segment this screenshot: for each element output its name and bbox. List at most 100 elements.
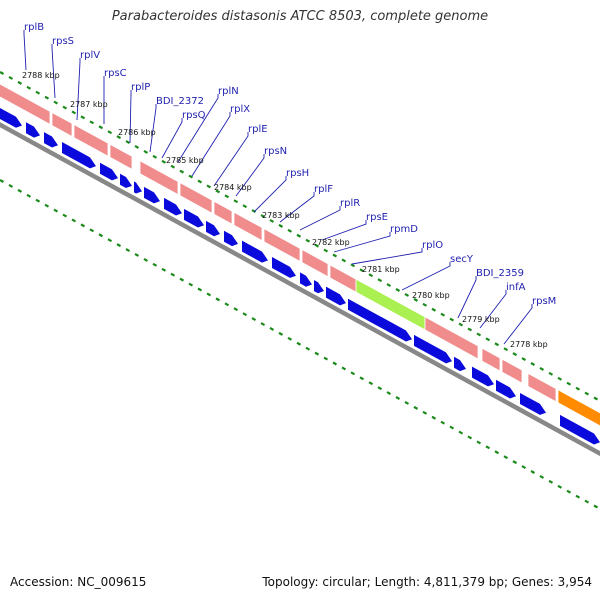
tick-mark <box>62 213 68 218</box>
gene-leader-line <box>253 176 287 213</box>
gene-leader-line <box>51 44 56 99</box>
cds-arrow <box>206 220 220 237</box>
tick-mark <box>350 371 356 376</box>
genome-backbone <box>0 122 600 457</box>
tick-mark <box>359 268 365 273</box>
tick-mark <box>476 440 482 445</box>
feature-block <box>424 316 479 360</box>
cds-arrow <box>496 379 516 399</box>
cds-arrow <box>300 272 312 287</box>
tick-mark <box>440 420 446 425</box>
tick-mark <box>575 494 581 499</box>
tick-mark <box>341 366 347 371</box>
tick-mark <box>44 95 50 100</box>
gene-leader-line <box>76 58 81 121</box>
tick-mark <box>458 430 464 435</box>
tick-mark <box>161 267 167 272</box>
gene-label: rplO <box>422 240 443 251</box>
tick-mark <box>566 381 572 386</box>
tick-mark <box>71 110 77 115</box>
feature-block <box>263 227 301 263</box>
cds-arrow <box>224 230 238 247</box>
feature-block <box>109 143 133 171</box>
gene-label: rpsN <box>264 146 287 157</box>
feature-block <box>213 200 233 225</box>
tick-mark <box>539 474 545 479</box>
tick-mark <box>242 204 248 209</box>
cds-arrow <box>454 356 466 372</box>
tick-mark <box>152 154 158 159</box>
gene-callouts: rplB rpsS rplV rpsC rplP BDI_2372 rpsQ rplN rplX… <box>23 22 556 345</box>
tick-mark <box>233 199 239 204</box>
tick-mark <box>494 342 500 347</box>
cds-arrow <box>472 366 494 387</box>
tick-mark <box>251 317 257 322</box>
tick-mark <box>377 278 383 283</box>
tick-mark <box>548 479 554 484</box>
cds-arrow <box>134 181 142 194</box>
tick-mark <box>503 347 509 352</box>
tick-mark <box>494 450 500 455</box>
tick-mark <box>467 435 473 440</box>
tick-mark <box>530 470 536 474</box>
tick-mark <box>413 405 419 410</box>
gene-label: rpsC <box>104 68 127 79</box>
gene-label: secY <box>450 254 474 265</box>
tick-mark <box>0 179 5 183</box>
gene-leader-line <box>503 304 533 345</box>
tick-mark <box>467 327 473 332</box>
tick-mark <box>557 484 563 489</box>
tick-mark <box>170 272 176 277</box>
tick-mark <box>188 174 194 179</box>
tick-mark <box>413 297 419 302</box>
tick-mark <box>53 100 59 105</box>
gene-label: rplP <box>131 82 150 93</box>
tick-mark <box>188 282 194 287</box>
tick-mark <box>269 327 275 331</box>
gene-label: BDI_2372 <box>156 96 204 107</box>
tick-mark <box>35 198 41 203</box>
tick-mark <box>395 396 401 400</box>
tick-mark <box>431 307 437 312</box>
tick-mark <box>0 71 5 75</box>
tick-mark <box>512 352 518 357</box>
tick-mark <box>197 179 203 184</box>
gene-label: rpsE <box>366 212 388 223</box>
feature-block <box>301 248 329 278</box>
tick-mark <box>161 159 167 164</box>
tick-mark <box>224 194 230 199</box>
tick-mark <box>116 243 122 248</box>
tick-mark <box>341 258 347 263</box>
cds-arrow <box>0 108 22 128</box>
tick-mark <box>62 105 68 110</box>
tick-mark <box>179 277 185 282</box>
tick-mark <box>134 145 140 149</box>
tick-mark <box>314 243 320 248</box>
tick-mark <box>152 262 158 267</box>
gene-leader-line <box>235 154 265 197</box>
feature-block <box>233 211 263 242</box>
kbp-tick-label: 2780 kbp <box>412 291 450 300</box>
tick-mark <box>377 386 383 391</box>
kbp-tick-label: 2787 kbp <box>70 100 108 109</box>
tick-mark <box>323 356 329 361</box>
cds-arrow <box>144 186 160 204</box>
tick-mark <box>566 489 572 494</box>
kbp-tick-label: 2781 kbp <box>362 265 400 274</box>
tick-mark <box>206 184 212 189</box>
tick-mark <box>116 135 122 140</box>
tick-mark <box>503 455 509 460</box>
tick-mark <box>8 183 14 188</box>
cds-arrow <box>520 392 546 415</box>
cds-arrow <box>326 286 346 306</box>
tick-mark <box>44 203 50 208</box>
tick-mark <box>143 149 149 154</box>
tick-mark <box>278 331 284 336</box>
tick-mark <box>332 361 338 366</box>
tick-mark <box>440 312 446 317</box>
kbp-tick-label: 2788 kbp <box>22 71 60 80</box>
cds-arrow <box>44 132 58 148</box>
tick-mark <box>368 381 374 386</box>
feature-block <box>329 264 357 293</box>
